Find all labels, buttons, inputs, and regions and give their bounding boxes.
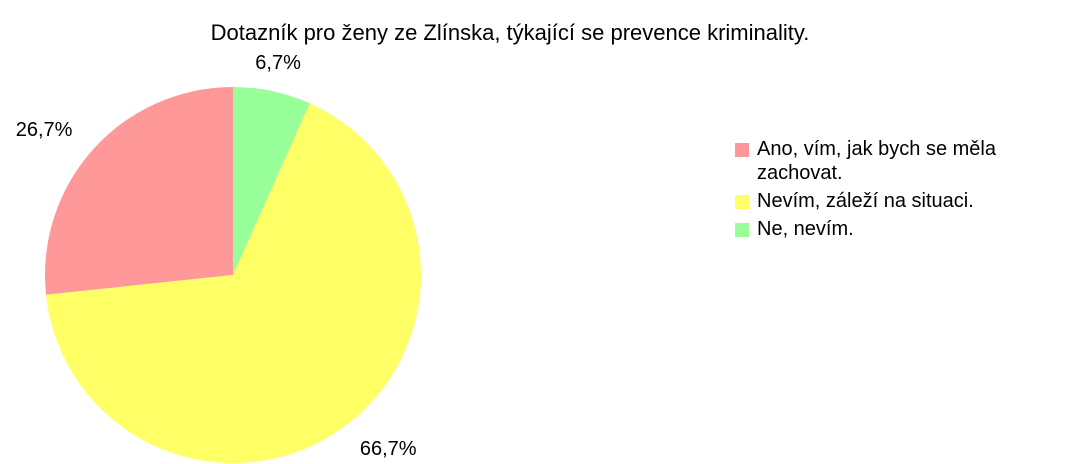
legend-item: Nevím, záleží na situaci. xyxy=(735,189,1065,213)
pie-slice xyxy=(45,87,233,295)
data-label: 6,7% xyxy=(255,52,301,74)
legend-item: Ne, nevím. xyxy=(735,217,1065,241)
data-label: 66,7% xyxy=(360,438,417,460)
chart-title: Dotazník pro ženy ze Zlínska, týkající s… xyxy=(211,20,810,45)
legend-label: Nevím, záleží na situaci. xyxy=(757,190,974,212)
legend-swatch xyxy=(735,223,749,237)
legend-swatch xyxy=(735,195,749,209)
legend-label: Ne, nevím. xyxy=(757,218,854,240)
data-label: 26,7% xyxy=(16,119,73,141)
pie-slice xyxy=(233,87,310,275)
legend-swatch xyxy=(735,143,749,157)
legend: Ano, vím, jak bych se měla zachovat. Neví… xyxy=(735,137,1065,245)
pie-slice xyxy=(46,103,422,464)
legend-label: Ano, vím, jak bych se měla zachovat. xyxy=(757,138,996,184)
legend-item: Ano, vím, jak bych se měla zachovat. xyxy=(735,137,1065,185)
